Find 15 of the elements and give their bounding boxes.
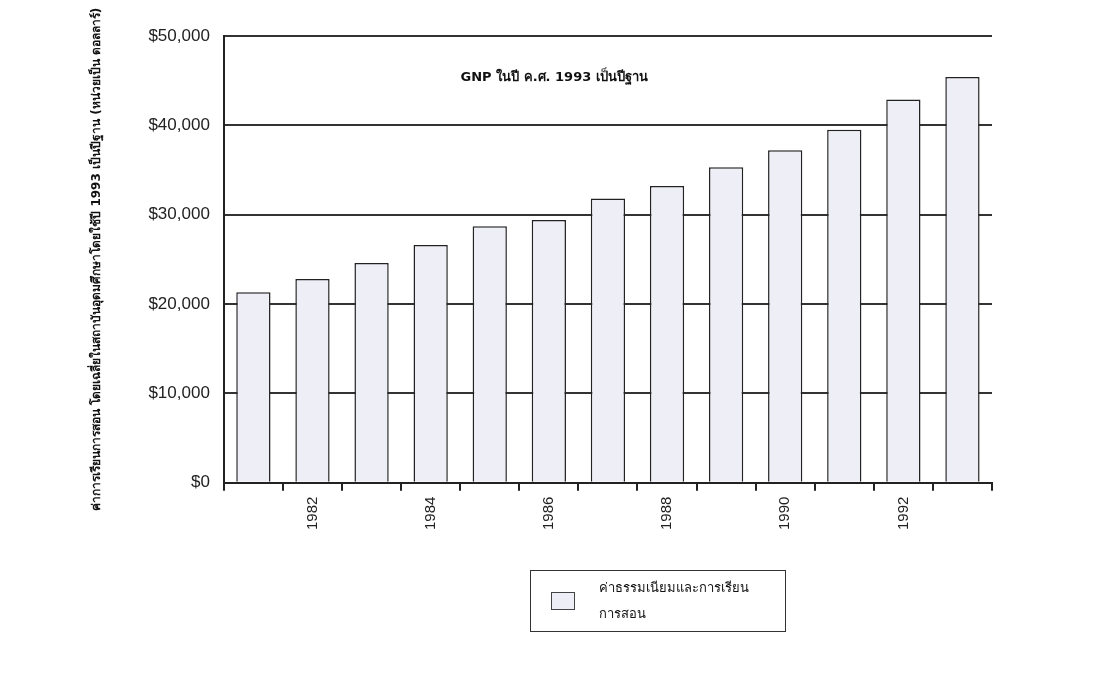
y-tick-label: $30,000 bbox=[148, 204, 210, 224]
legend-label: ค่าธรรมเนียมและการเรียนการสอน bbox=[599, 579, 749, 623]
annotation: GNP ในปี ค.ศ. 1993 เป็นปีฐาน bbox=[460, 67, 648, 86]
x-tick-label: 1984 bbox=[420, 496, 438, 531]
y-tick-label: $10,000 bbox=[148, 382, 210, 402]
y-axis-title: ค่าการเรียนการสอน โดยเฉลี่ยในสถาบันอุดมศึกษาโดยใช้ปี 1993 เป็นปีฐาน (หน่วยเป็น ดอลลาร์) bbox=[87, 7, 105, 511]
x-tick-label: 1992 bbox=[893, 496, 911, 531]
y-tick-label: $40,000 bbox=[148, 115, 210, 135]
y-tick-label: $50,000 bbox=[148, 25, 210, 45]
x-tick-label: 1982 bbox=[302, 496, 320, 531]
x-tick-label: 1988 bbox=[657, 496, 675, 531]
x-tick-label: 1986 bbox=[538, 496, 556, 531]
y-tick-label: $0 bbox=[190, 472, 210, 492]
x-tick-label: 1990 bbox=[775, 496, 793, 531]
y-tick-label: $20,000 bbox=[148, 293, 210, 313]
